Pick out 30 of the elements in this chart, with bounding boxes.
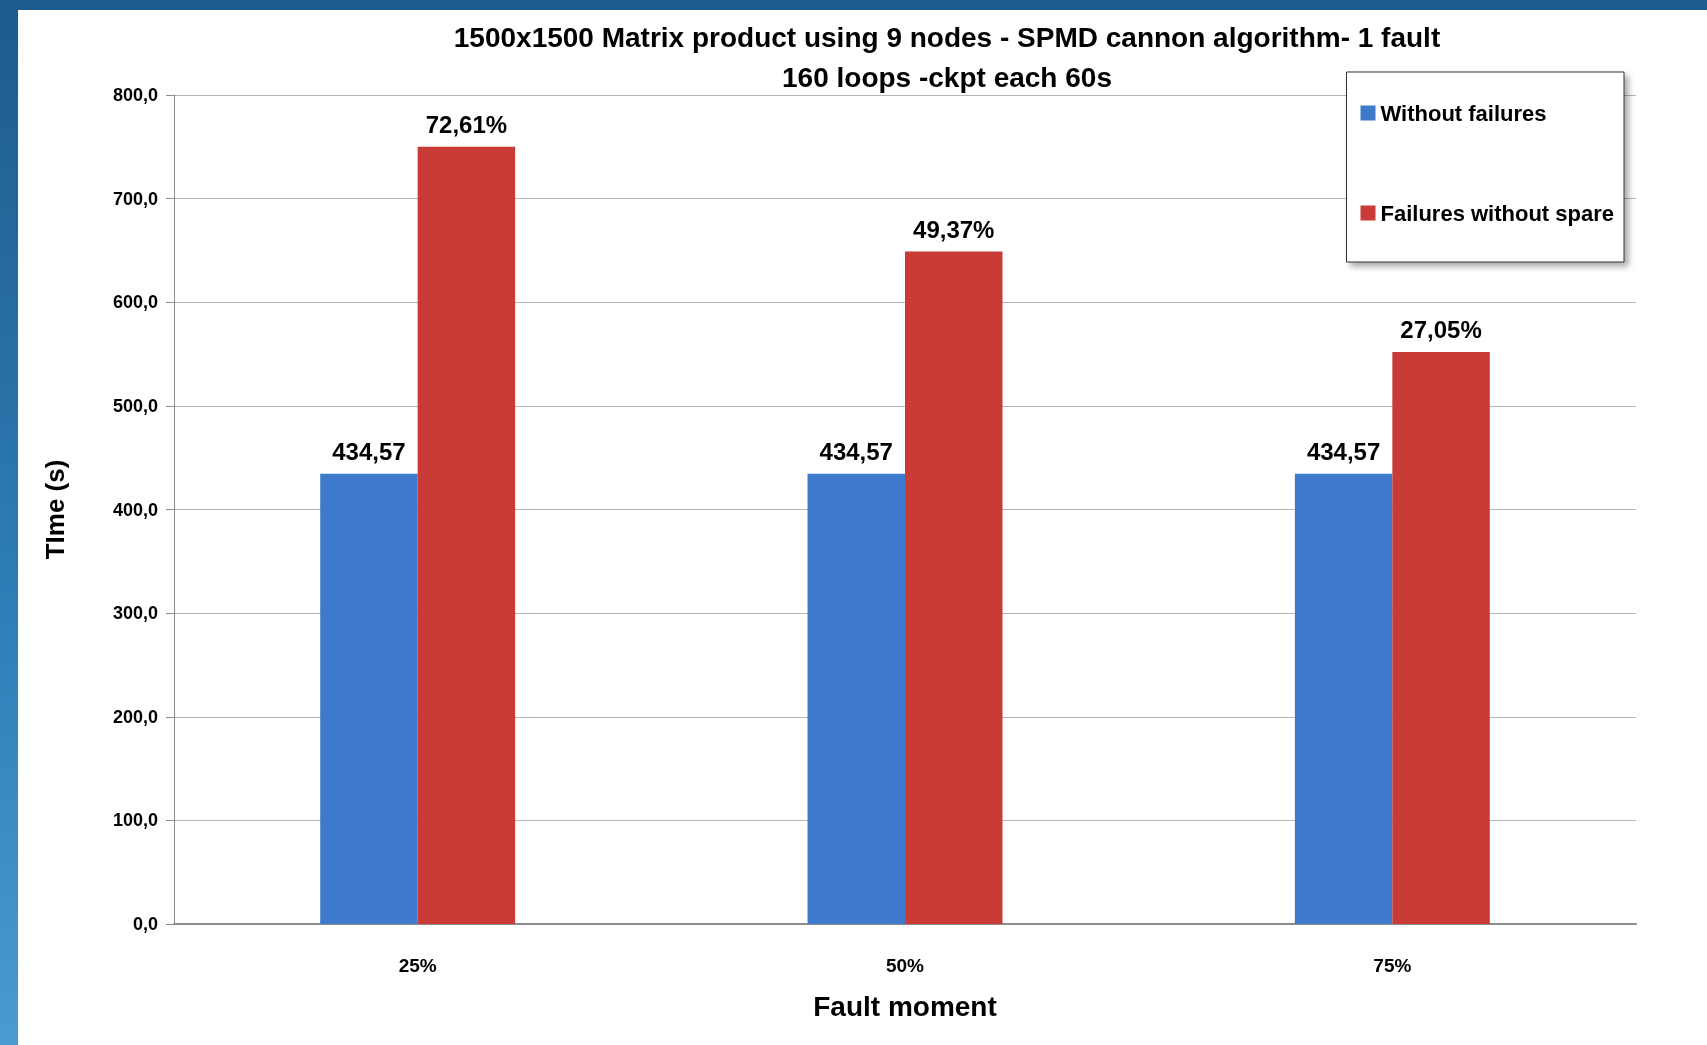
bar [320, 473, 418, 924]
x-tick-label: 75% [1373, 955, 1412, 976]
bar [1294, 473, 1393, 924]
data-label: 434,57 [332, 438, 406, 466]
y-tick-label: 800,0 [112, 85, 158, 105]
y-tick-label: 200,0 [112, 706, 158, 727]
bar [417, 146, 516, 924]
legend-label: Failures without spare [1380, 200, 1615, 226]
chart-subtitle: 160 loops -ckpt each 60s [782, 61, 1112, 93]
y-tick-label: 600,0 [112, 292, 158, 313]
data-label: 434,57 [819, 438, 893, 466]
chart-title: 1500x1500 Matrix product using 9 nodes - SPMD cannon algorithm- 1 fault [453, 21, 1441, 53]
bar [905, 251, 1003, 924]
x-axis-title: Fault moment [813, 990, 997, 1022]
annotation: 49,37% [913, 215, 995, 243]
x-tick-label: 25% [398, 955, 437, 976]
y-tick-label: 100,0 [112, 810, 158, 831]
legend-label: Without failures [1380, 100, 1547, 126]
y-tick-label: 0,0 [132, 914, 158, 934]
y-tick-label: 700,0 [112, 188, 158, 209]
y-axis-title: TIme (s) [40, 459, 70, 560]
data-label: 434,57 [1306, 438, 1381, 466]
annotation: 72,61% [425, 111, 508, 139]
y-tick-label: 500,0 [112, 395, 158, 416]
y-tick-label: 300,0 [112, 603, 158, 624]
annotation: 27,05% [1400, 316, 1482, 344]
bar [807, 473, 905, 924]
y-tick-label: 400,0 [112, 499, 158, 520]
x-tick-label: 50% [885, 955, 925, 976]
bar [1392, 351, 1490, 924]
